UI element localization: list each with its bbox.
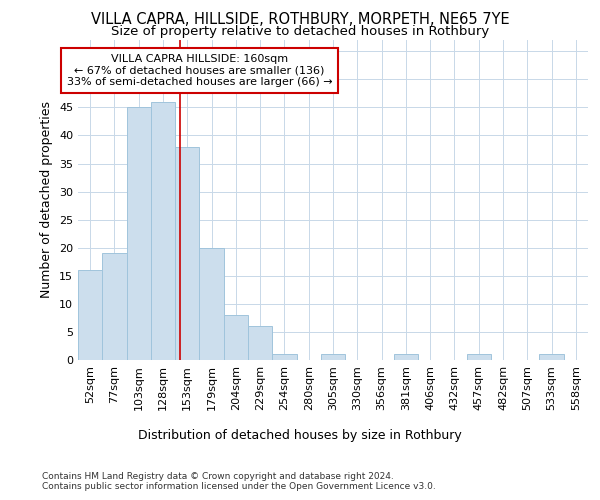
- Bar: [175, 146, 199, 360]
- Bar: [78, 270, 102, 360]
- Bar: [321, 354, 345, 360]
- Bar: [151, 102, 175, 360]
- Text: Contains HM Land Registry data © Crown copyright and database right 2024.: Contains HM Land Registry data © Crown c…: [42, 472, 394, 481]
- Bar: [394, 354, 418, 360]
- Bar: [224, 315, 248, 360]
- Text: VILLA CAPRA HILLSIDE: 160sqm
← 67% of detached houses are smaller (136)
33% of s: VILLA CAPRA HILLSIDE: 160sqm ← 67% of de…: [67, 54, 332, 87]
- Bar: [539, 354, 564, 360]
- Bar: [272, 354, 296, 360]
- Y-axis label: Number of detached properties: Number of detached properties: [40, 102, 53, 298]
- Bar: [102, 254, 127, 360]
- Text: VILLA CAPRA, HILLSIDE, ROTHBURY, MORPETH, NE65 7YE: VILLA CAPRA, HILLSIDE, ROTHBURY, MORPETH…: [91, 12, 509, 28]
- Bar: [199, 248, 224, 360]
- Bar: [467, 354, 491, 360]
- Bar: [127, 108, 151, 360]
- Bar: [248, 326, 272, 360]
- Text: Size of property relative to detached houses in Rothbury: Size of property relative to detached ho…: [111, 25, 489, 38]
- Text: Contains public sector information licensed under the Open Government Licence v3: Contains public sector information licen…: [42, 482, 436, 491]
- Text: Distribution of detached houses by size in Rothbury: Distribution of detached houses by size …: [138, 430, 462, 442]
